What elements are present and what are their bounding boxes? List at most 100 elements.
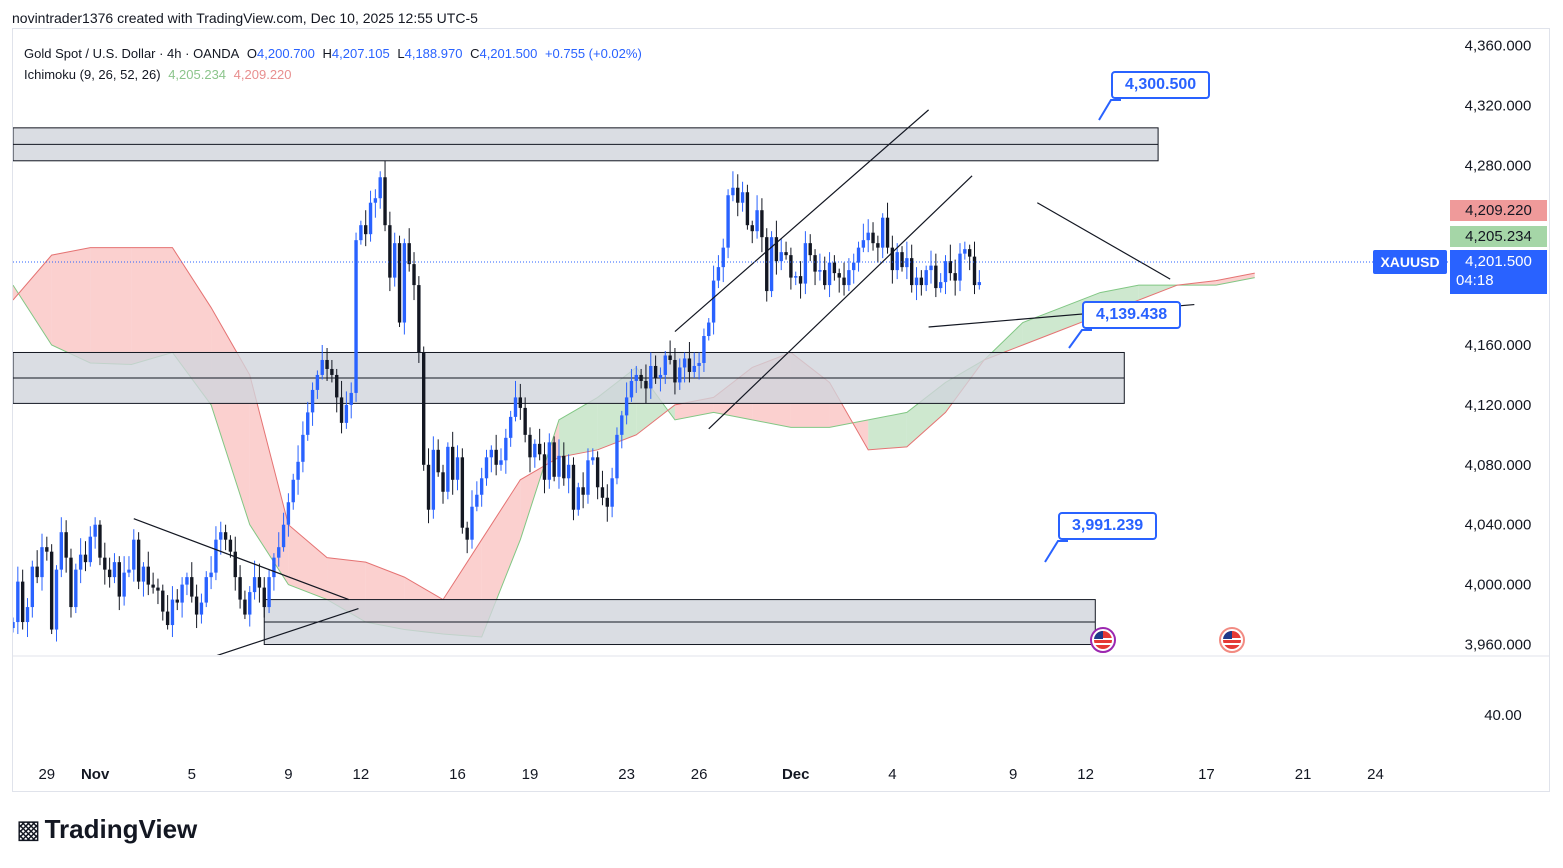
- candle-body[interactable]: [252, 577, 257, 593]
- price-callout-3991[interactable]: 3,991.239: [1058, 512, 1158, 540]
- candle-body[interactable]: [233, 551, 237, 578]
- candle-body[interactable]: [45, 547, 49, 552]
- candle-body[interactable]: [591, 457, 595, 461]
- candle-body[interactable]: [586, 460, 590, 495]
- candle-body[interactable]: [383, 177, 387, 226]
- candle-body[interactable]: [934, 265, 938, 289]
- candle-body[interactable]: [219, 532, 223, 540]
- candle-body[interactable]: [223, 532, 228, 540]
- candle-body[interactable]: [475, 494, 479, 507]
- candle-body[interactable]: [726, 195, 730, 248]
- candle-body[interactable]: [291, 479, 295, 503]
- candle-body[interactable]: [417, 285, 421, 353]
- candle-body[interactable]: [460, 457, 465, 528]
- candle-body[interactable]: [180, 584, 184, 603]
- candle-body[interactable]: [339, 397, 344, 423]
- candle-body[interactable]: [605, 497, 609, 507]
- trendline-5[interactable]: [1037, 202, 1171, 280]
- candle-body[interactable]: [504, 437, 508, 461]
- candle-body[interactable]: [929, 265, 933, 271]
- candle-body[interactable]: [808, 243, 812, 256]
- candle-body[interactable]: [736, 187, 740, 203]
- candle-body[interactable]: [397, 243, 402, 323]
- candle-body[interactable]: [943, 261, 948, 283]
- candle-body[interactable]: [277, 547, 281, 558]
- trendline-2[interactable]: [187, 608, 359, 666]
- candle-body[interactable]: [909, 258, 914, 286]
- candle-body[interactable]: [136, 539, 141, 582]
- candle-body[interactable]: [20, 581, 25, 623]
- candle-body[interactable]: [479, 478, 484, 495]
- candle-body[interactable]: [194, 596, 199, 615]
- candle-body[interactable]: [552, 442, 556, 477]
- candle-body[interactable]: [958, 253, 962, 281]
- candle-body[interactable]: [170, 599, 175, 626]
- candle-body[interactable]: [566, 464, 571, 479]
- candle-body[interactable]: [49, 551, 54, 630]
- candle-body[interactable]: [330, 368, 334, 375]
- candle-body[interactable]: [881, 217, 885, 248]
- candle-body[interactable]: [668, 355, 672, 360]
- candle-body[interactable]: [953, 273, 957, 281]
- candle-body[interactable]: [610, 478, 614, 507]
- candle-body[interactable]: [528, 434, 532, 458]
- candle-body[interactable]: [634, 374, 638, 381]
- candle-body[interactable]: [248, 592, 252, 615]
- candle-body[interactable]: [678, 367, 682, 383]
- candle-body[interactable]: [871, 232, 875, 244]
- candle-body[interactable]: [88, 536, 92, 563]
- candle-body[interactable]: [286, 502, 291, 525]
- candle-body[interactable]: [185, 577, 189, 585]
- candle-body[interactable]: [537, 443, 542, 455]
- candle-body[interactable]: [842, 277, 846, 286]
- candle-body[interactable]: [562, 455, 566, 479]
- candle-body[interactable]: [963, 249, 967, 254]
- candle-body[interactable]: [35, 566, 39, 578]
- candle-body[interactable]: [837, 273, 841, 278]
- candle-body[interactable]: [774, 237, 779, 262]
- candle-body[interactable]: [359, 225, 363, 241]
- candle-body[interactable]: [813, 255, 817, 272]
- candle-body[interactable]: [112, 562, 117, 578]
- candle-body[interactable]: [378, 177, 382, 199]
- candle-body[interactable]: [653, 365, 658, 378]
- candle-body[interactable]: [450, 446, 455, 480]
- indicator-legend[interactable]: Ichimoku (9, 26, 52, 26) 4,205.234 4,209…: [24, 67, 296, 82]
- candle-body[interactable]: [784, 252, 788, 256]
- candle-body[interactable]: [388, 225, 392, 278]
- candle-body[interactable]: [798, 276, 803, 284]
- candle-body[interactable]: [755, 210, 759, 232]
- candle-body[interactable]: [823, 270, 827, 286]
- candle-body[interactable]: [243, 599, 247, 615]
- candle-body[interactable]: [967, 249, 972, 257]
- tradingview-brand[interactable]: ▩ TradingView: [16, 814, 197, 845]
- candle-body[interactable]: [11, 622, 15, 629]
- candle-body[interactable]: [402, 243, 407, 323]
- candle-body[interactable]: [595, 457, 600, 488]
- candle-body[interactable]: [199, 602, 204, 615]
- candle-body[interactable]: [866, 232, 870, 241]
- candle-body[interactable]: [707, 322, 711, 337]
- candle-body[interactable]: [620, 415, 624, 435]
- candle-body[interactable]: [214, 539, 218, 573]
- candle-body[interactable]: [368, 202, 373, 235]
- candle-body[interactable]: [441, 472, 445, 492]
- candle-body[interactable]: [16, 581, 20, 623]
- candle-body[interactable]: [557, 455, 561, 477]
- candle-body[interactable]: [470, 506, 474, 540]
- candle-body[interactable]: [750, 225, 754, 232]
- candle-body[interactable]: [426, 464, 431, 510]
- candle-body[interactable]: [779, 252, 783, 262]
- candle-body[interactable]: [349, 392, 353, 405]
- candle-body[interactable]: [571, 464, 576, 510]
- candle-body[interactable]: [832, 262, 837, 274]
- candle-body[interactable]: [639, 374, 643, 381]
- candle-body[interactable]: [644, 380, 648, 389]
- candle-body[interactable]: [209, 572, 213, 578]
- candle-body[interactable]: [262, 587, 266, 608]
- candle-body[interactable]: [972, 256, 977, 286]
- candle-body[interactable]: [499, 460, 503, 465]
- candle-body[interactable]: [354, 240, 358, 393]
- candle-body[interactable]: [281, 524, 286, 548]
- candle-body[interactable]: [847, 270, 851, 286]
